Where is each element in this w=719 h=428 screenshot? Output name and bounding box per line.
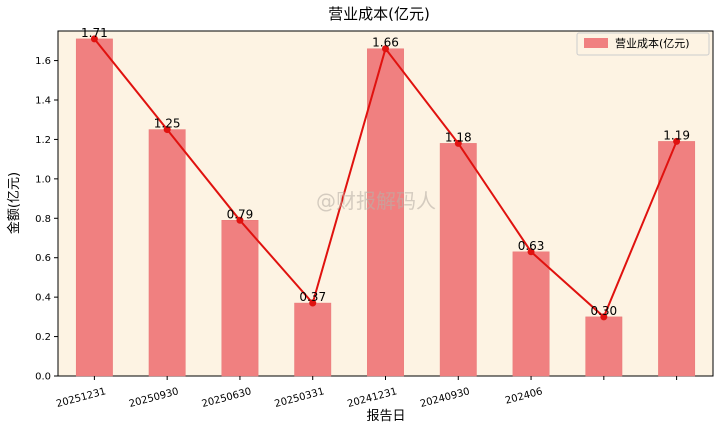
y-tick-label: 1.4 [35,96,51,107]
line-point-20241231 [382,45,389,53]
bar-20240331 [585,316,623,377]
data-label-20250331: 0.37 [299,290,326,304]
x-tick-label: 20240930 [419,386,471,410]
x-axis-title: 报告日 [366,409,405,424]
legend-swatch [584,38,608,48]
line-point-20250630 [236,216,244,224]
data-label-20250630: 0.79 [227,207,254,221]
x-tick-label: 20251231 [55,386,107,410]
line-point-20240930 [454,139,462,147]
line-point-20240630 [527,248,535,256]
line-point-20250930 [163,126,171,134]
y-tick-label: 0.0 [35,372,51,383]
x-tick-label: 20250930 [128,386,180,410]
x-tick-label: 20241231 [346,386,398,410]
data-label-20241231: 1.66 [372,36,399,50]
bar-20250630 [221,220,259,377]
y-tick-label: 0.6 [35,253,51,264]
bar-20250930 [148,129,186,377]
x-tick-label: 202406 [504,386,544,407]
data-label-20250930: 1.25 [154,117,181,131]
legend-box [576,32,710,56]
line-series [90,35,681,321]
y-tick-label: 1.0 [35,174,51,185]
y-tick-label: 1.6 [35,56,51,67]
bar-20231231 [658,141,696,377]
line-point-20251231 [90,35,98,43]
y-tick-label: 1.2 [35,135,51,146]
x-tick-label: 20250630 [201,386,253,410]
data-label-20240630: 0.63 [518,239,545,253]
legend-label: 营业成本(亿元) [615,36,690,50]
watermark: @财报解码人 [316,189,436,213]
bar-series [75,38,696,377]
y-tick-label: 0.4 [35,293,51,304]
x-axis: 20251231 20250930 20250630 20250331 20241231… [55,376,678,410]
line-point-20250331 [309,299,317,307]
bar-20251231 [75,38,113,377]
data-label-20240331: 0.30 [590,304,617,318]
bar-20240630 [512,251,550,377]
y-tick-label: 0.8 [35,214,51,225]
data-label-20251231: 1.71 [81,26,108,40]
y-axis: 0.0 0.2 0.4 0.6 0.8 1.0 1.2 1.4 1.6 [35,56,58,383]
x-tick-label: 20250331 [273,386,325,410]
bar-20240930 [439,143,477,377]
chart-title: 营业成本(亿元) [328,5,430,23]
data-label-20240930: 1.18 [445,130,472,144]
bar-20241231 [367,48,404,377]
data-label-20231231: 1.19 [663,128,690,142]
line-point-20231231 [673,137,681,145]
bar-20250331 [294,302,332,377]
line-point-20240331 [600,313,608,321]
y-axis-title: 金额(亿元) [6,172,22,234]
y-tick-label: 0.2 [35,332,51,343]
legend: 营业成本(亿元) [576,32,710,56]
data-labels: 1.71 1.25 0.79 0.37 1.66 1.18 0.63 0.30 1.19 [81,26,690,318]
